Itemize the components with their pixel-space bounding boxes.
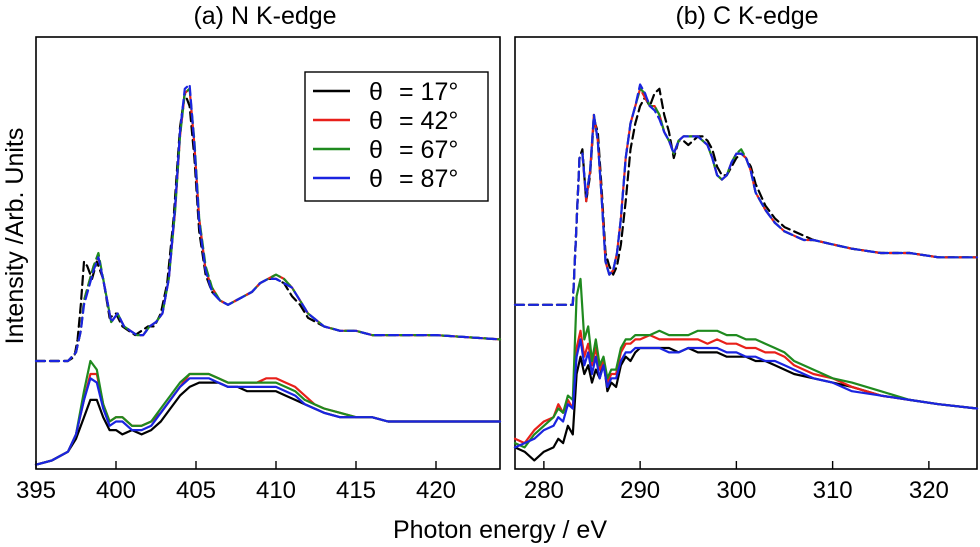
panel-a-title: (a) N K-edge bbox=[193, 2, 336, 30]
x-tick-label-a-5: 420 bbox=[416, 477, 456, 504]
legend-symbol-1: θ bbox=[369, 107, 383, 135]
x-tick-label-a-2: 405 bbox=[176, 477, 216, 504]
legend-symbol-3: θ bbox=[369, 165, 383, 193]
x-axis-label: Photon energy / eV bbox=[393, 516, 607, 544]
series-b-1 bbox=[513, 87, 979, 306]
series-a-7 bbox=[34, 377, 502, 466]
legend-symbol-2: θ bbox=[369, 136, 383, 164]
series-a-3 bbox=[34, 83, 502, 363]
legend: θ = 17° θ = 42° θ = 67° θ = 87° bbox=[304, 71, 489, 202]
y-axis-label: Intensity /Arb. Units bbox=[1, 128, 29, 345]
panel-a-frame bbox=[35, 36, 501, 470]
legend-box bbox=[304, 71, 489, 202]
legend-label-3: = 87° bbox=[399, 165, 458, 193]
series-b-4 bbox=[513, 346, 979, 462]
panel-b-frame bbox=[514, 36, 978, 470]
legend-label-2: = 67° bbox=[399, 136, 458, 164]
x-tick-label-a-0: 395 bbox=[16, 477, 56, 504]
series-b-7 bbox=[513, 338, 979, 449]
legend-symbol-0: θ bbox=[369, 78, 383, 106]
x-tick-label-a-4: 415 bbox=[336, 477, 376, 504]
x-tick-label-b-4: 320 bbox=[909, 477, 949, 504]
x-tick-label-b-3: 310 bbox=[813, 477, 853, 504]
x-tick-label-b-1: 290 bbox=[620, 477, 660, 504]
x-tick-label-b-2: 300 bbox=[716, 477, 756, 504]
legend-label-0: = 17° bbox=[399, 78, 458, 106]
series-b-3 bbox=[513, 83, 979, 306]
series-b-6 bbox=[513, 277, 979, 449]
series-b-2 bbox=[513, 87, 979, 306]
x-tick-label-a-1: 400 bbox=[96, 477, 136, 504]
series-b-5 bbox=[513, 329, 979, 445]
panel-b-plot: 280 290 300 310 320 bbox=[513, 83, 979, 504]
legend-label-1: = 42° bbox=[399, 107, 458, 135]
panel-b-title: (b) C K-edge bbox=[675, 2, 818, 30]
x-tick-label-b-0: 280 bbox=[524, 477, 564, 504]
series-b-0 bbox=[513, 87, 979, 306]
panel-a-plot: 395 400 405 410 415 420 bbox=[16, 83, 502, 504]
x-tick-label-a-3: 410 bbox=[256, 477, 296, 504]
series-a-6 bbox=[34, 359, 502, 466]
series-a-4 bbox=[34, 381, 502, 466]
